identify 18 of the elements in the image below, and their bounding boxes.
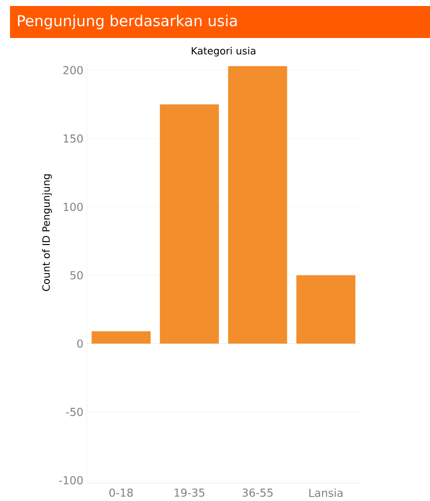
y-tick-label: 50: [70, 271, 83, 280]
bar: [296, 275, 356, 344]
y-tick-label: 100: [64, 202, 83, 212]
x-axis-title: Kategori usia: [192, 46, 256, 56]
x-tick-label: 0-18: [109, 488, 133, 497]
y-tick-label: 0: [77, 339, 83, 348]
y-tick-label: 200: [63, 66, 83, 74]
y-tick-label: -100: [59, 476, 83, 484]
y-tick-label: -50: [66, 408, 83, 416]
x-tick-label: 36-55: [242, 488, 273, 497]
bar: [160, 104, 219, 344]
y-tick-label: 150: [64, 134, 83, 143]
bar: [228, 66, 288, 344]
x-tick-label: Lansia: [309, 488, 343, 497]
x-tick-label: 19-35: [174, 488, 204, 497]
chart-title: Pengunjung berdasarkan usia: [18, 14, 237, 30]
y-axis-title: Count of ID Pengunjung: [42, 174, 52, 291]
bar: [92, 331, 151, 344]
